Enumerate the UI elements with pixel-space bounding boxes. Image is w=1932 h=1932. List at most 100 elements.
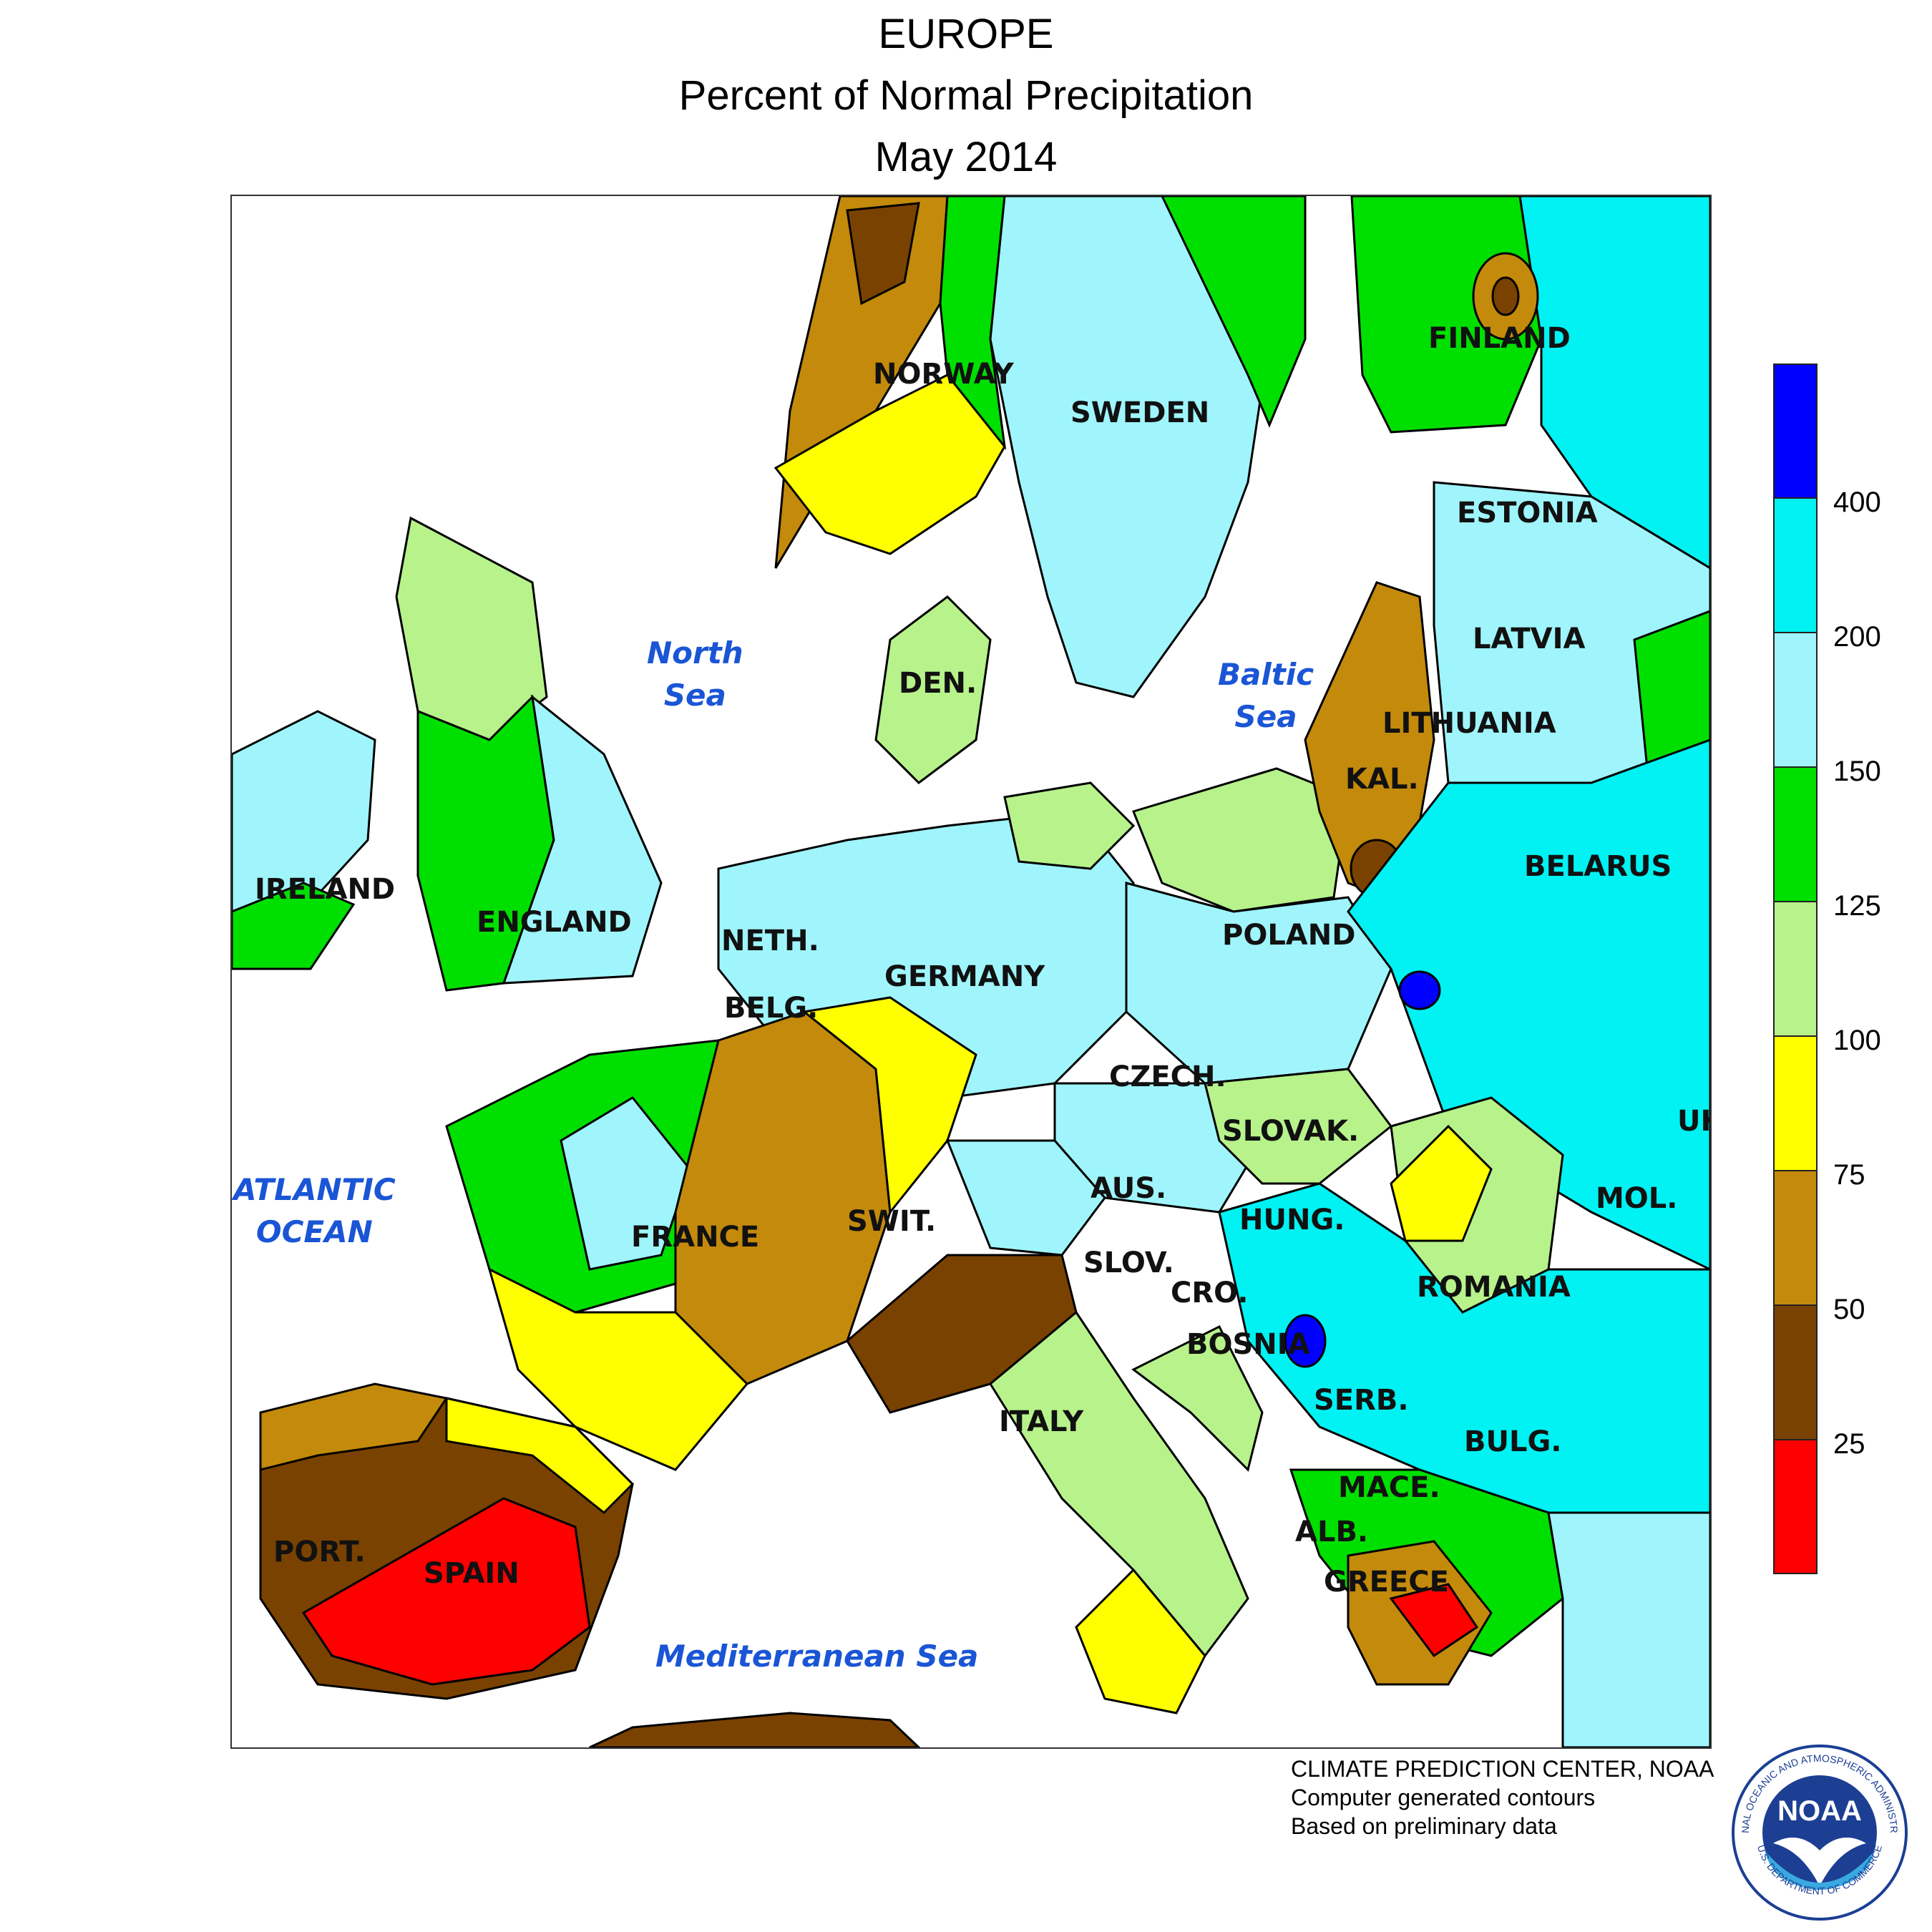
noaa-logo-wave — [1765, 1850, 1875, 1890]
map-period: May 2014 — [874, 134, 1058, 180]
label-cro: CRO. — [1171, 1277, 1249, 1309]
label-latvia: LATVIA — [1473, 623, 1586, 655]
label-germany: GERMANY — [884, 960, 1045, 993]
label-lithuania: LITHUANIA — [1382, 707, 1556, 740]
region-italy — [989, 1310, 1249, 1658]
legend-swatch-8 — [1773, 1440, 1818, 1574]
region-poland — [1125, 882, 1392, 1085]
legend-tick-125: 125 — [1833, 890, 1881, 922]
legend-tick-400: 400 — [1833, 487, 1881, 518]
label-alb: ALB. — [1295, 1516, 1369, 1548]
label-italy: ITALY — [999, 1405, 1084, 1438]
region-belarus — [1347, 738, 1710, 1271]
legend-tick-200: 200 — [1833, 621, 1881, 653]
label-bosnia: BOSNIA — [1186, 1328, 1310, 1361]
credit-method: Computer generated contours — [1291, 1785, 1596, 1810]
region-north-africa — [589, 1712, 921, 1747]
label-england: ENGLAND — [477, 906, 632, 939]
region-norway-dry-core — [846, 202, 920, 306]
region-sweden-green — [1161, 196, 1307, 428]
region-iberia-north — [259, 1382, 449, 1471]
map-area: NORWAY SWEDEN FINLAND ESTONIA LATVIA LIT… — [230, 195, 1712, 1749]
region-finland-dry-core — [1491, 276, 1520, 316]
region-belarus-wet-spot — [1398, 970, 1441, 1010]
label-norway: NORWAY — [873, 358, 1014, 391]
region-norway-south — [774, 374, 1006, 555]
region-spain-dry — [301, 1497, 591, 1686]
label-uk: UK — [1677, 1105, 1710, 1138]
label-czech: CZECH. — [1109, 1060, 1226, 1093]
region-turkey-west — [1547, 1511, 1710, 1747]
legend-swatch-6 — [1773, 1171, 1818, 1305]
region-hungary-balkans — [1218, 1182, 1710, 1514]
legend-swatch-7 — [1773, 1305, 1818, 1440]
region-denmark — [874, 595, 992, 784]
label-poland: POLAND — [1222, 919, 1356, 952]
noaa-logo-inner-disc — [1762, 1775, 1877, 1890]
label-north-sea-line1: North — [647, 635, 743, 670]
region-alps — [945, 1139, 1106, 1257]
noaa-logo-wordmark: NOAA — [1777, 1795, 1862, 1827]
label-mediterranean-sea: Mediterranean Sea — [655, 1639, 979, 1674]
legend-swatch-4 — [1773, 902, 1818, 1036]
region-greece-dry — [1389, 1583, 1479, 1658]
label-mol: MOL. — [1596, 1182, 1678, 1215]
label-swit: SWIT. — [847, 1205, 937, 1238]
label-atlantic-ocean: ATLANTIC OCEAN — [233, 1172, 396, 1249]
region-italy-south — [1075, 1568, 1206, 1714]
label-ireland: IRELAND — [255, 873, 396, 906]
label-sweden: SWEDEN — [1070, 396, 1210, 429]
label-den: DEN. — [899, 667, 977, 700]
label-baltic-sea-line1: Baltic — [1218, 657, 1314, 692]
label-atlantic-line2: OCEAN — [255, 1214, 373, 1249]
label-neth: NETH. — [721, 924, 819, 957]
credit-source: CLIMATE PREDICTION CENTER, NOAA — [1291, 1756, 1714, 1782]
label-bulg: BULG. — [1464, 1425, 1562, 1458]
label-baltic-sea: Baltic Sea — [1218, 657, 1314, 734]
map-region-title: EUROPE — [878, 11, 1054, 57]
label-france: FRANCE — [631, 1221, 760, 1254]
region-norway-east — [939, 196, 1007, 451]
legend-tick-150: 150 — [1833, 756, 1881, 787]
label-mace: MACE. — [1338, 1471, 1440, 1504]
label-estonia: ESTONIA — [1457, 497, 1598, 530]
region-germany-north — [1003, 781, 1136, 870]
legend-swatch-5 — [1773, 1036, 1818, 1171]
legend-swatch-1 — [1773, 498, 1818, 633]
noaa-logo-bird-seagull — [1773, 1838, 1866, 1886]
region-ukraine-yellow — [1390, 1124, 1493, 1242]
credit-data-note: Based on preliminary data — [1291, 1813, 1557, 1839]
region-ireland — [232, 710, 376, 942]
region-ireland-south — [232, 882, 356, 970]
legend-color-bar — [1773, 364, 1818, 1574]
legend-tick-25: 25 — [1833, 1428, 1865, 1460]
label-serb: SERB. — [1314, 1384, 1409, 1417]
label-atlantic-line1: ATLANTIC — [233, 1172, 396, 1207]
region-england — [502, 694, 663, 985]
label-romania: ROMANIA — [1417, 1271, 1571, 1304]
label-greece: GREECE — [1324, 1566, 1449, 1599]
label-finland: FINLAND — [1428, 322, 1571, 355]
region-france-south — [487, 1267, 749, 1471]
region-latvia-green — [1633, 610, 1710, 784]
legend-swatch-3 — [1773, 767, 1818, 902]
legend-tick-50: 50 — [1833, 1294, 1865, 1325]
label-belarus: BELARUS — [1524, 850, 1672, 883]
label-hung: HUNG. — [1239, 1204, 1345, 1236]
precipitation-contour-map — [232, 196, 1710, 1747]
label-aus: AUS. — [1091, 1172, 1167, 1205]
label-slovak: SLOVAK. — [1222, 1115, 1360, 1148]
legend-tick-75: 75 — [1833, 1159, 1865, 1191]
label-spain: SPAIN — [424, 1557, 519, 1590]
region-croatia-coast — [1131, 1324, 1264, 1472]
label-kal: KAL. — [1345, 763, 1419, 796]
label-port: PORT. — [273, 1536, 366, 1568]
label-belg: BELG. — [724, 992, 819, 1025]
label-north-sea-line2: Sea — [663, 678, 726, 713]
noaa-logo: NOAA NATIONAL OCEANIC AND ATMOSPHERIC AD… — [1730, 1743, 1908, 1921]
region-spain-northeast — [445, 1397, 635, 1515]
legend-tick-100: 100 — [1833, 1025, 1881, 1056]
label-north-sea: North Sea — [647, 635, 743, 713]
label-slov: SLOV. — [1083, 1246, 1174, 1279]
region-bosnia-wet-spot — [1284, 1314, 1327, 1368]
